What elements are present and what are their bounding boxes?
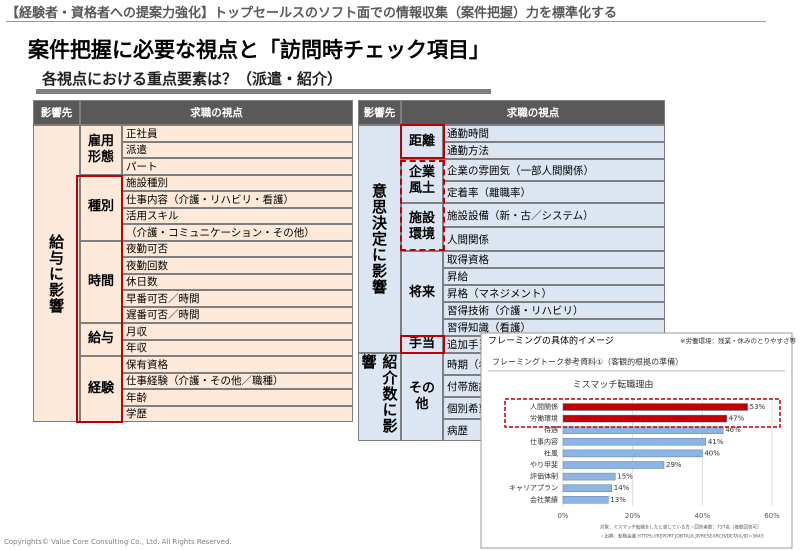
footer: Copyrights© Value Core Consulting Co., L… (4, 538, 232, 546)
group-cell: 施設環境 (401, 203, 443, 251)
category-label: 労働環境 (530, 414, 558, 423)
chart-title: ミスマッチ転職理由 (573, 379, 654, 391)
item-cell: 学歴 (122, 405, 353, 422)
category-label: 会社業績 (530, 495, 558, 504)
impact-cell: 給与に影響 (33, 125, 80, 422)
item-cell: 夜勤回数 (122, 257, 353, 274)
value-label: 41% (708, 438, 724, 446)
impact-cell: 紹介数に影響 (358, 353, 401, 441)
bar (562, 414, 727, 423)
bar (562, 449, 703, 458)
category-label: 人間関係 (530, 402, 558, 411)
value-label: 14% (614, 484, 630, 492)
bar (562, 461, 665, 469)
item-cell: 遅番可否／時間 (122, 306, 353, 323)
banner: 【経験者・資格者への提案力強化】トップセールスのソフト面での情報収集（案件把握）… (6, 6, 618, 21)
value-label: 29% (666, 461, 682, 469)
impact-cell: 意思決定に影響 (358, 125, 401, 353)
group-cell: 時間 (80, 240, 122, 323)
category-label: やり甲斐 (530, 460, 558, 469)
value-label: 47% (729, 415, 745, 423)
highlight-box (400, 160, 445, 251)
x-tick-label: 60% (764, 512, 780, 520)
subtitle: 各視点における重点要素は？（派遣・紹介） (42, 70, 343, 88)
category-label: 社風 (544, 448, 558, 457)
category-label: 評価体制 (530, 472, 558, 481)
item-cell: 早番可否／時間 (122, 290, 353, 307)
value-label: 13% (610, 496, 626, 504)
bar (562, 438, 707, 446)
item-cell: 施設設備（新・古／システム） (443, 203, 665, 227)
category-label: 待遇 (544, 425, 558, 434)
highlight-box (400, 124, 445, 159)
source-note: 対象：ミスマッチ転職をしたと感じている方・回答者数：737名（複数回答可） (600, 524, 761, 531)
item-cell: 企業の雰囲気（一部人間関係） (443, 159, 665, 181)
item-cell: 人間関係 (443, 227, 665, 251)
item-cell: 通勤方法 (443, 142, 665, 159)
highlight-box (76, 175, 123, 423)
item-cell: 休日数 (122, 273, 353, 290)
item-cell: 取得資格 (443, 251, 665, 268)
item-cell: 派遣 (122, 141, 353, 158)
x-tick-label: 40% (695, 512, 711, 520)
value-label: 40% (704, 449, 720, 457)
value-label: 15% (617, 473, 633, 481)
bar (562, 403, 748, 411)
item-cell: 施設種別 (122, 174, 353, 191)
x-tick-label: 20% (625, 512, 641, 520)
inset-title: フレーミングの具体的イメージ (488, 335, 614, 347)
item-cell: 昇格（マネジメント） (443, 285, 665, 302)
item-cell: 年収 (122, 339, 353, 356)
item-cell: 昇給 (443, 268, 665, 285)
header-cell: 求職の視点 (401, 100, 665, 125)
subtitle-rule (36, 89, 491, 94)
inset-heading: フレーミングトーク参考資料①（客観的根拠の準備） (492, 357, 683, 367)
category-label: キャリアプラン (509, 484, 558, 492)
bar (562, 472, 616, 481)
value-label: 53% (750, 403, 766, 411)
item-cell: パート (122, 158, 353, 175)
bar (562, 496, 609, 504)
header-cell: 影響先 (358, 100, 401, 125)
bar (562, 484, 613, 492)
highlight-box (400, 335, 445, 354)
item-cell: 月収 (122, 323, 353, 340)
item-cell: 仕事経験（介護・その他／職種） (122, 372, 353, 389)
source-note: ・出典：転職会議 HTTPS://REPORT.JOBTALK.JP/RESEA… (600, 533, 764, 540)
group-cell: 距離 (401, 125, 443, 159)
group-cell: 将来 (401, 251, 443, 336)
value-label: 46% (725, 426, 741, 434)
item-cell: 保有資格 (122, 356, 353, 373)
item-cell: 正社員 (122, 125, 353, 142)
group-cell: 企業風土 (401, 159, 443, 203)
header-cell: 求職の視点 (80, 100, 353, 125)
item-cell: 夜勤可否 (122, 240, 353, 257)
item-cell: 活用スキル (122, 207, 353, 224)
title: 案件把握に必要な視点と「訪問時チェック項目」 (28, 38, 490, 62)
category-label: 仕事内容 (530, 437, 558, 446)
item-cell: （介護・コミュニケーション・その他） (122, 224, 353, 241)
highlight-box (504, 398, 781, 428)
x-tick-label: 0% (557, 512, 568, 520)
item-cell: 通勤時間 (443, 125, 665, 142)
group-cell: 雇用形態 (80, 125, 122, 175)
inset-note: ※労働環境：残業・休みのとりやすさ等 (680, 336, 796, 345)
item-cell: 習得技術（介護・リハビリ） (443, 302, 665, 319)
group-cell: 給与 (80, 323, 122, 356)
banner-rule (6, 21, 766, 22)
header-cell: 影響先 (33, 100, 80, 125)
item-cell: 仕事内容（介護・リハビリ・看護） (122, 191, 353, 208)
item-cell: 定着率（離職率） (443, 181, 665, 203)
